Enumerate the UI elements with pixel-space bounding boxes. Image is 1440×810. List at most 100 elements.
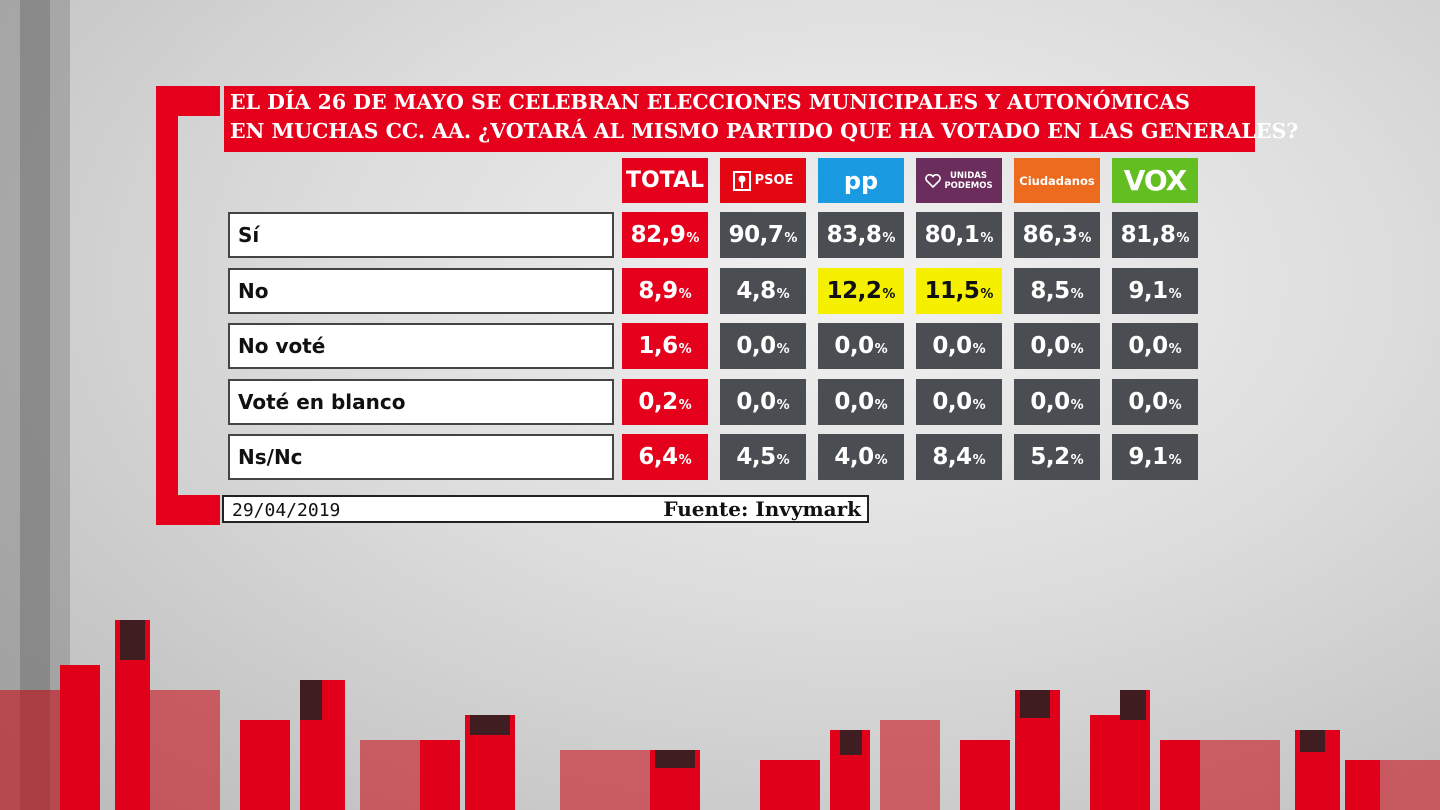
value-number: 83,8 <box>826 222 882 248</box>
percent-sign: % <box>1168 286 1182 302</box>
value-number: 4,5 <box>736 444 776 470</box>
percent-sign: % <box>980 286 994 302</box>
value-number: 0,0 <box>932 333 972 359</box>
value-number: 0,2 <box>638 389 678 415</box>
value-cell: 9,1% <box>1112 268 1198 314</box>
value-cell: 11,5% <box>916 268 1002 314</box>
value-cell: 82,9% <box>622 212 708 258</box>
value-cell: 9,1% <box>1112 434 1198 480</box>
value-cell: 1,6% <box>622 323 708 369</box>
value-cell: 0,0% <box>916 379 1002 425</box>
value-cell: 0,0% <box>818 323 904 369</box>
value-cell: 83,8% <box>818 212 904 258</box>
percent-sign: % <box>874 341 888 357</box>
value-cell: 0,2% <box>622 379 708 425</box>
percent-sign: % <box>678 286 692 302</box>
value-number: 8,5 <box>1030 278 1070 304</box>
value-number: 9,1 <box>1128 278 1168 304</box>
percent-sign: % <box>874 397 888 413</box>
value-number: 0,0 <box>1128 389 1168 415</box>
value-cell: 0,0% <box>916 323 1002 369</box>
value-cell: 0,0% <box>1112 323 1198 369</box>
value-number: 0,0 <box>1128 333 1168 359</box>
vox-logo-text: VOX <box>1123 164 1188 197</box>
value-cell: 86,3% <box>1014 212 1100 258</box>
cs-logo-text: Ciudadanos <box>1019 173 1095 188</box>
up-logo-line-1: UNIDAS <box>950 170 987 181</box>
column-header-psoe: PSOE <box>720 158 806 203</box>
percent-sign: % <box>882 286 896 302</box>
percent-sign: % <box>776 286 790 302</box>
column-header-total: TOTAL <box>622 158 708 203</box>
row-label: Voté en blanco <box>228 379 614 425</box>
percent-sign: % <box>972 341 986 357</box>
percent-sign: % <box>972 397 986 413</box>
value-cell: 0,0% <box>1014 323 1100 369</box>
row-label: No <box>228 268 614 314</box>
value-cell: 4,5% <box>720 434 806 480</box>
value-number: 0,0 <box>736 333 776 359</box>
percent-sign: % <box>776 341 790 357</box>
title-line-2: EN MUCHAS CC. AA. ¿VOTARÁ AL MISMO PARTI… <box>230 119 1299 143</box>
percent-sign: % <box>678 452 692 468</box>
value-number: 11,5 <box>924 278 980 304</box>
value-cell: 0,0% <box>720 379 806 425</box>
value-number: 5,2 <box>1030 444 1070 470</box>
row-label: Sí <box>228 212 614 258</box>
value-number: 4,8 <box>736 278 776 304</box>
value-cell: 6,4% <box>622 434 708 480</box>
value-number: 0,0 <box>932 389 972 415</box>
value-cell: 0,0% <box>1014 379 1100 425</box>
percent-sign: % <box>1078 230 1092 246</box>
value-number: 4,0 <box>834 444 874 470</box>
source-label: Fuente: Invymark <box>663 497 861 521</box>
value-cell: 0,0% <box>720 323 806 369</box>
percent-sign: % <box>1168 397 1182 413</box>
percent-sign: % <box>678 341 692 357</box>
row-label: Ns/Nc <box>228 434 614 480</box>
value-number: 80,1 <box>924 222 980 248</box>
value-cell: 12,2% <box>818 268 904 314</box>
up-logo-line-2: PODEMOS <box>944 180 993 191</box>
percent-sign: % <box>678 397 692 413</box>
value-number: 6,4 <box>638 444 678 470</box>
frame-bracket <box>156 86 178 525</box>
value-cell: 81,8% <box>1112 212 1198 258</box>
psoe-logo-text: PSOE <box>754 173 794 188</box>
percent-sign: % <box>776 397 790 413</box>
value-cell: 80,1% <box>916 212 1002 258</box>
row-label: No voté <box>228 323 614 369</box>
column-header-unidas-podemos: UNIDAS PODEMOS <box>916 158 1002 203</box>
value-number: 0,0 <box>834 389 874 415</box>
chart-title: EL DÍA 26 DE MAYO SE CELEBRAN ELECCIONES… <box>224 86 1298 152</box>
value-number: 82,9 <box>630 222 686 248</box>
percent-sign: % <box>1070 397 1084 413</box>
percent-sign: % <box>1070 341 1084 357</box>
value-number: 8,4 <box>932 444 972 470</box>
column-header-total-label: TOTAL <box>625 168 705 193</box>
value-cell: 4,0% <box>818 434 904 480</box>
percent-sign: % <box>972 452 986 468</box>
title-line-1: EL DÍA 26 DE MAYO SE CELEBRAN ELECCIONES… <box>230 90 1190 114</box>
value-number: 86,3 <box>1022 222 1078 248</box>
value-number: 12,2 <box>826 278 882 304</box>
frame-bracket-top <box>156 86 220 116</box>
percent-sign: % <box>882 230 896 246</box>
value-number: 0,0 <box>834 333 874 359</box>
footer-bar: 29/04/2019 Fuente: Invymark <box>222 495 869 523</box>
percent-sign: % <box>1070 452 1084 468</box>
value-cell: 90,7% <box>720 212 806 258</box>
value-number: 9,1 <box>1128 444 1168 470</box>
value-number: 0,0 <box>1030 333 1070 359</box>
value-cell: 0,0% <box>818 379 904 425</box>
value-cell: 4,8% <box>720 268 806 314</box>
value-cell: 8,4% <box>916 434 1002 480</box>
psoe-rose-icon <box>732 170 751 191</box>
value-cell: 8,5% <box>1014 268 1100 314</box>
value-cell: 0,0% <box>1112 379 1198 425</box>
percent-sign: % <box>784 230 798 246</box>
column-header-pp: pp <box>818 158 904 203</box>
value-number: 90,7 <box>728 222 784 248</box>
percent-sign: % <box>980 230 994 246</box>
